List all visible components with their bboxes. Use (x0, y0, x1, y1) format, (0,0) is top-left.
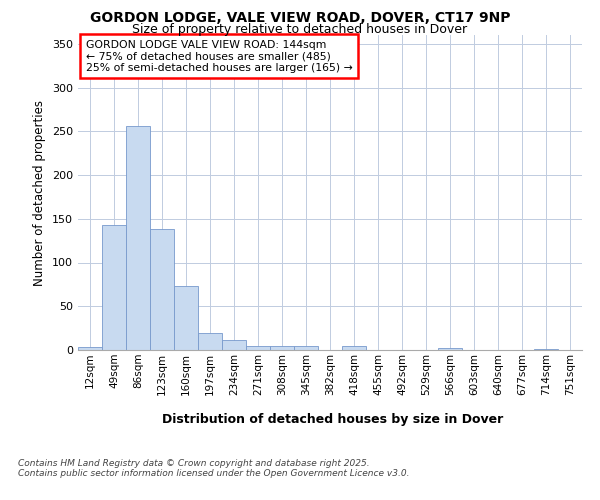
Bar (78, 346, 102, 350)
Bar (174, 286, 198, 350)
Text: Contains HM Land Registry data © Crown copyright and database right 2025.: Contains HM Land Registry data © Crown c… (18, 458, 370, 468)
Bar (126, 126, 150, 350)
Y-axis label: Number of detached properties: Number of detached properties (34, 100, 46, 286)
Bar (246, 346, 270, 350)
Bar (342, 346, 366, 350)
Bar (198, 334, 222, 350)
Text: Distribution of detached houses by size in Dover: Distribution of detached houses by size … (163, 412, 503, 426)
Bar (102, 225, 126, 350)
Bar (294, 346, 318, 350)
Bar (534, 349, 558, 350)
Text: GORDON LODGE VALE VIEW ROAD: 144sqm
← 75% of detached houses are smaller (485)
2: GORDON LODGE VALE VIEW ROAD: 144sqm ← 75… (86, 40, 352, 73)
Bar (438, 348, 462, 350)
Bar (270, 346, 294, 350)
Text: Size of property relative to detached houses in Dover: Size of property relative to detached ho… (133, 22, 467, 36)
Bar (150, 229, 174, 350)
Text: GORDON LODGE, VALE VIEW ROAD, DOVER, CT17 9NP: GORDON LODGE, VALE VIEW ROAD, DOVER, CT1… (90, 11, 510, 25)
Text: Contains public sector information licensed under the Open Government Licence v3: Contains public sector information licen… (18, 468, 409, 477)
Bar (222, 340, 246, 350)
